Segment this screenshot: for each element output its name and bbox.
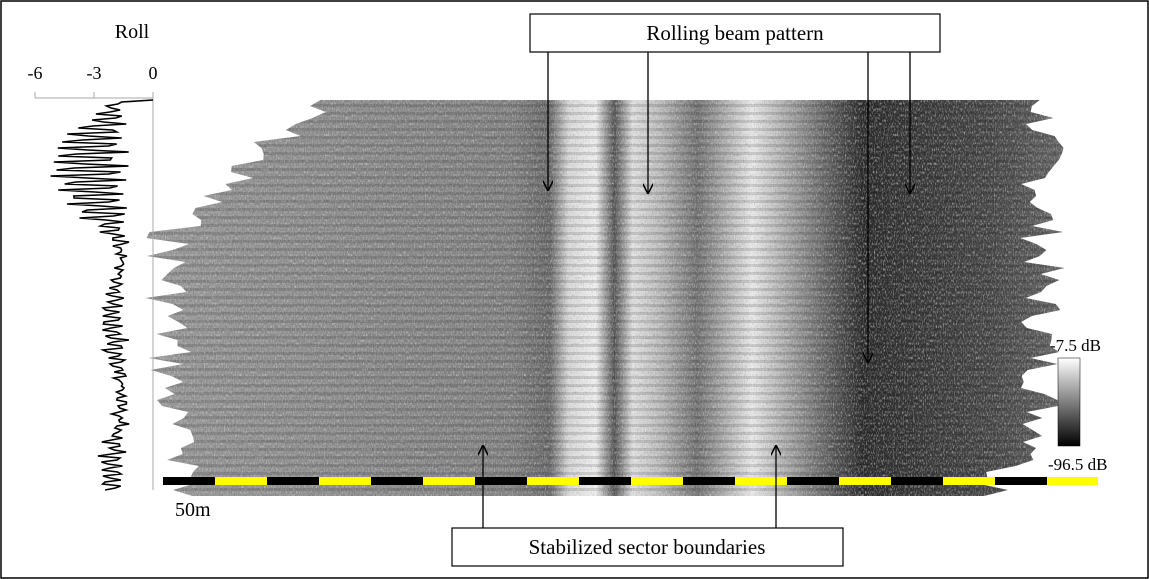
scale-segment [475, 477, 527, 485]
callout-text: Stabilized sector boundaries [529, 535, 766, 559]
scale-segment [1047, 477, 1098, 485]
sonar-image [145, 100, 1065, 496]
scale-segment [839, 477, 891, 485]
roll-tick-label: -3 [87, 63, 102, 83]
scale-segment [371, 477, 423, 485]
scale-segment [631, 477, 683, 485]
scale-label: 50m [175, 499, 211, 521]
scale-segment [735, 477, 787, 485]
colorbar-min: -96.5 dB [1048, 455, 1108, 474]
scale-segment [891, 477, 943, 485]
scale-segment [683, 477, 735, 485]
swath-streaks [145, 100, 1065, 496]
callout-text: Rolling beam pattern [646, 21, 824, 45]
scale-segment [215, 477, 267, 485]
scale-segment [787, 477, 839, 485]
roll-trace [50, 99, 154, 491]
scale-segment [527, 477, 579, 485]
scale-segment [423, 477, 475, 485]
colorbar-max: -7.5 dB [1050, 336, 1101, 355]
arrows [483, 52, 910, 528]
callout-box [529, 13, 941, 53]
scale-segment [163, 477, 215, 485]
scale-segment [943, 477, 995, 485]
roll-title: Roll [115, 21, 150, 43]
scale-segment [267, 477, 319, 485]
scale-bar [163, 477, 1098, 485]
scale-segment [995, 477, 1047, 485]
roll-tick-label: -6 [28, 63, 43, 83]
roll-tick-label: 0 [149, 63, 158, 83]
roll-axis [34, 92, 154, 490]
colorbar [1057, 357, 1081, 447]
callout-box [451, 527, 844, 567]
scale-segment [579, 477, 631, 485]
scale-segment [319, 477, 371, 485]
